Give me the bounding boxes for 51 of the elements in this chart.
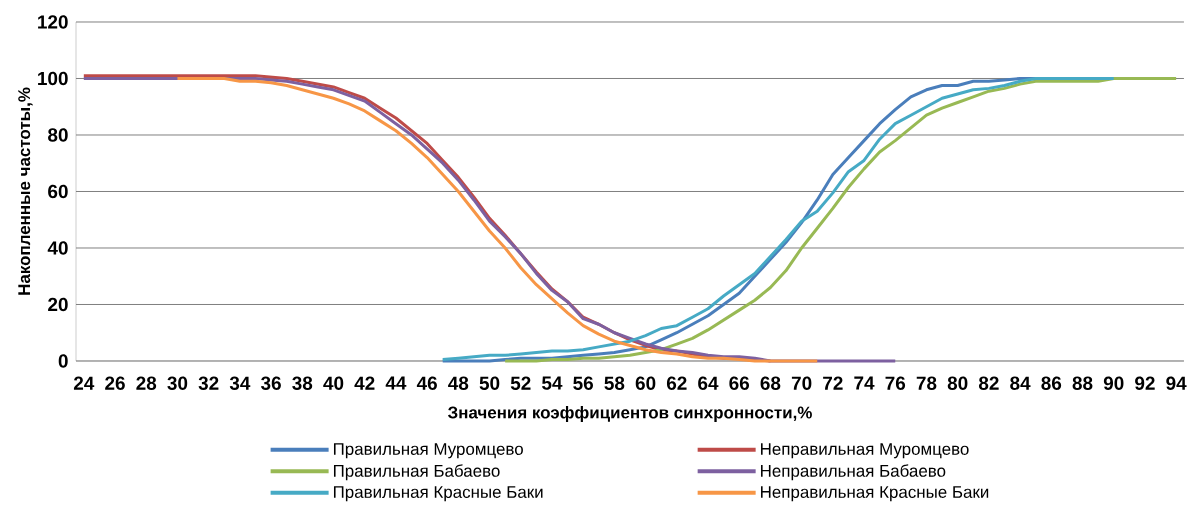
x-tick-label: 32: [198, 376, 219, 390]
x-tick-label: 86: [1041, 376, 1062, 390]
x-tick-label: 90: [1103, 376, 1124, 390]
x-tick-label: 68: [760, 376, 781, 390]
y-axis-title: Накопленные частоты,%: [18, 87, 33, 295]
y-tick-label: 20: [48, 297, 68, 312]
legend-label: Правильная Красные Баки: [333, 486, 543, 502]
x-tick-label: 40: [323, 376, 344, 390]
x-tick-label: 70: [791, 376, 812, 390]
x-tick-label: 24: [73, 376, 95, 390]
x-tick-label: 46: [416, 376, 437, 390]
x-tick-label: 50: [479, 376, 500, 390]
x-tick-label: 66: [729, 376, 750, 390]
x-axis-title: Значения коэффициентов синхронности,%: [447, 406, 812, 422]
legend-label: Правильная Бабаево: [333, 464, 500, 481]
x-tick-label: 44: [385, 376, 407, 390]
x-tick-label: 78: [916, 376, 937, 390]
x-tick-label: 74: [854, 376, 875, 390]
x-tick-label: 42: [354, 376, 375, 390]
x-tick-label: 56: [573, 376, 593, 390]
x-tick-label: 84: [1010, 376, 1031, 390]
x-tick-label: 76: [885, 376, 906, 390]
y-tick-label: 80: [48, 128, 68, 142]
y-tick-label: 0: [58, 354, 68, 368]
x-tick-label: 62: [666, 376, 687, 390]
x-tick-label: 72: [823, 376, 843, 390]
x-tick-label: 80: [947, 376, 968, 390]
x-tick-label: 92: [1135, 376, 1155, 390]
x-tick-label: 54: [542, 376, 563, 390]
x-tick-label: 28: [136, 376, 157, 390]
x-tick-label: 34: [229, 376, 251, 390]
legend-label: Неправильная Муромцево: [761, 443, 969, 459]
x-tick-label: 64: [698, 376, 719, 390]
x-tick-label: 88: [1072, 376, 1093, 390]
x-tick-label: 30: [167, 376, 188, 390]
legend-label: Неправильная Красные Баки: [761, 486, 989, 502]
x-tick-label: 60: [635, 376, 656, 390]
x-tick-label: 38: [292, 376, 313, 390]
legend-label: Правильная Муромцево: [333, 443, 523, 459]
x-tick-label: 52: [510, 376, 531, 390]
y-tick-label: 40: [47, 241, 68, 255]
x-tick-label: 82: [978, 376, 999, 390]
x-tick-label: 26: [105, 376, 125, 390]
x-tick-label: 36: [260, 376, 281, 390]
y-tick-label: 120: [38, 15, 68, 29]
y-tick-label: 100: [38, 71, 68, 86]
y-tick-label: 60: [48, 184, 68, 199]
x-tick-label: 48: [448, 376, 469, 390]
x-tick-label: 94: [1166, 376, 1187, 390]
legend-label: Неправильная Бабаево: [761, 464, 946, 481]
x-tick-label: 58: [604, 376, 625, 390]
